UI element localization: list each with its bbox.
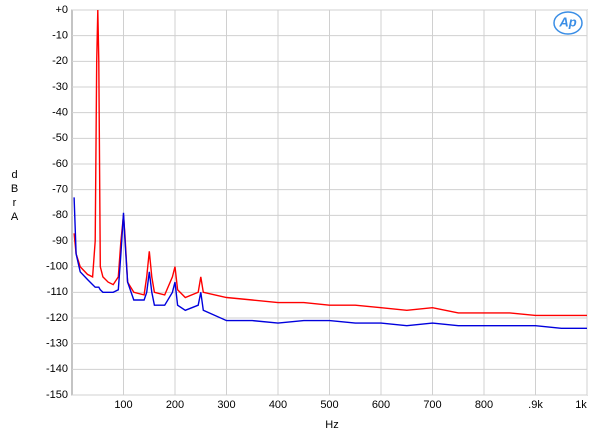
x-tick-label: .9k <box>528 399 543 411</box>
y-tick-label: -50 <box>52 132 68 144</box>
y-tick-label: -40 <box>52 107 68 119</box>
x-tick-label: 1k <box>575 399 587 411</box>
series-line <box>73 197 587 329</box>
x-tick-label: 600 <box>372 399 390 411</box>
y-tick-label: -150 <box>46 389 68 401</box>
y-tick-label: -70 <box>52 184 68 196</box>
x-tick-label: 300 <box>217 399 235 411</box>
x-tick-label: 800 <box>475 399 493 411</box>
y-tick-label: -120 <box>46 312 68 324</box>
x-axis-label: Hz <box>325 419 338 431</box>
y-tick-label: -110 <box>47 286 68 298</box>
y-tick-label: -10 <box>52 30 68 42</box>
x-tick-label: 100 <box>114 399 132 411</box>
x-tick-label: 500 <box>320 399 338 411</box>
y-tick-label: -130 <box>46 338 68 350</box>
y-axis-label: dBr A <box>10 169 19 223</box>
logo-ring <box>553 11 583 35</box>
x-tick-label: 400 <box>269 399 287 411</box>
y-tick-label: -20 <box>52 55 68 67</box>
y-tick-label: -140 <box>46 363 68 375</box>
y-tick-label: -90 <box>52 235 68 247</box>
x-tick-label: 200 <box>166 399 184 411</box>
y-tick-label: +0 <box>55 4 68 16</box>
x-tick-label: 700 <box>423 399 441 411</box>
series-line <box>73 9 587 317</box>
logo: Ap <box>558 14 576 29</box>
y-tick-label: -60 <box>52 158 68 170</box>
y-tick-label: -100 <box>46 261 68 273</box>
y-tick-label: -80 <box>52 209 68 221</box>
y-tick-label: -30 <box>52 81 68 93</box>
